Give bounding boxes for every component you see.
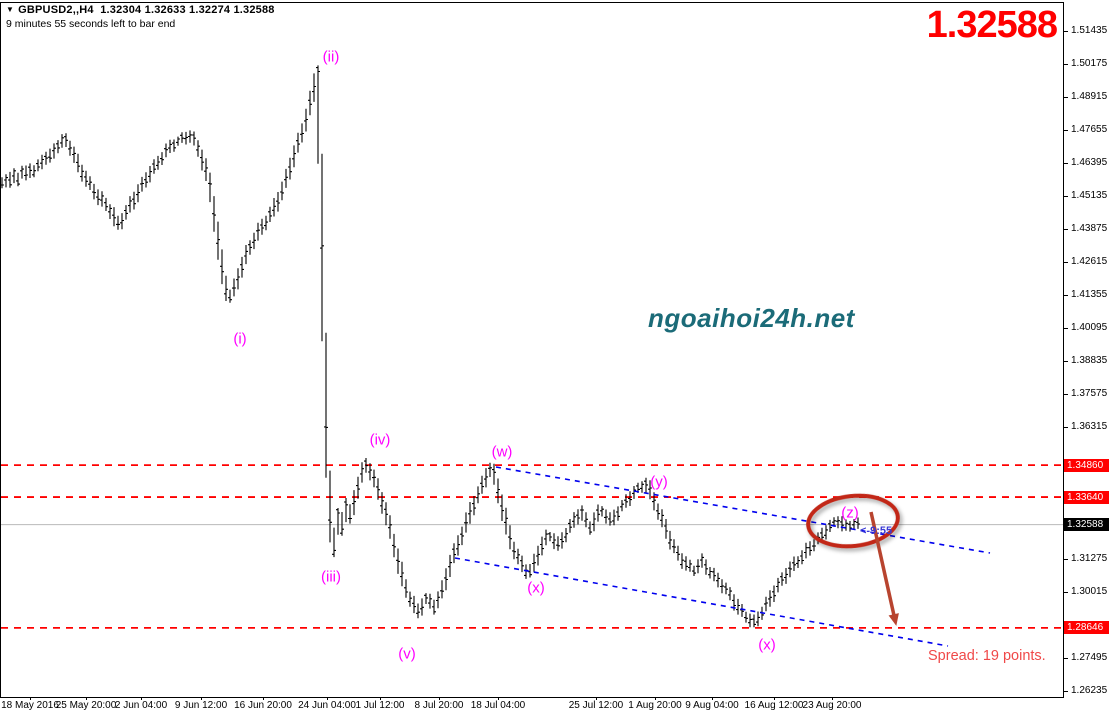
price-axis-label: 1.48915 xyxy=(1071,91,1108,102)
big-price-readout: 1.32588 xyxy=(926,4,1058,46)
price-axis-label: 1.27495 xyxy=(1071,652,1108,663)
wave-label-iv[interactable]: (iv) xyxy=(369,431,391,449)
time-axis-label: 16 Jun 20:00 xyxy=(234,700,292,711)
price-axis-label: 1.46395 xyxy=(1071,157,1108,168)
price-axis-tick xyxy=(1063,63,1068,65)
time-axis-label: 18 Jul 04:00 xyxy=(470,700,526,711)
time-axis-tick xyxy=(86,697,87,700)
candle-countdown-tag[interactable]: <-9:55 xyxy=(860,525,893,537)
trendline-upper-channel[interactable] xyxy=(495,466,991,554)
bar-countdown-text: 9 minutes 55 seconds left to bar end xyxy=(6,18,176,30)
price-axis-label: 1.51435 xyxy=(1071,25,1108,36)
price-axis-label: 1.37575 xyxy=(1071,388,1108,399)
price-axis-tick xyxy=(1063,129,1068,131)
price-axis-tick xyxy=(1063,228,1068,230)
price-axis-tick xyxy=(1063,591,1068,593)
wave-label-y[interactable]: (y) xyxy=(650,473,668,491)
price-axis-tick xyxy=(1063,162,1068,164)
price-axis-label: 1.36315 xyxy=(1071,421,1108,432)
time-axis-label: 2 Jun 04:00 xyxy=(114,700,168,711)
dropdown-arrow-icon[interactable]: ▼ xyxy=(6,5,15,14)
price-axis-label: 1.31275 xyxy=(1071,553,1108,564)
time-axis-label: 8 Jul 20:00 xyxy=(414,700,464,711)
price-axis-label: 1.43875 xyxy=(1071,223,1108,234)
price-line-label-box: 1.28646 xyxy=(1064,621,1109,635)
price-line-label-box: 1.33640 xyxy=(1064,490,1109,504)
price-axis-tick xyxy=(1063,195,1068,197)
price-axis-label: 1.41355 xyxy=(1071,289,1108,300)
symbol-ohlc-title: ▼ GBPUSD2,,H4 1.32304 1.32633 1.32274 1.3… xyxy=(6,4,275,16)
price-axis-tick xyxy=(1063,360,1068,362)
time-axis-tick xyxy=(439,697,440,700)
price-axis-tick xyxy=(1063,327,1068,329)
time-axis-tick xyxy=(596,697,597,700)
wave-label-ii[interactable]: (ii) xyxy=(322,48,340,66)
price-line-label-box: 1.34860 xyxy=(1064,458,1109,472)
time-axis-label: 18 May 2016 xyxy=(1,700,59,711)
wave-label-iii[interactable]: (iii) xyxy=(321,568,341,586)
wave-label-w[interactable]: (w) xyxy=(491,443,513,461)
highlight-ellipse[interactable] xyxy=(806,491,901,550)
time-axis-tick xyxy=(201,697,202,700)
wave-label-x[interactable]: (x) xyxy=(758,636,776,654)
price-axis-label: 1.40095 xyxy=(1071,322,1108,333)
symbol-period-label: GBPUSD2,,H4 xyxy=(18,4,94,16)
wave-label-x[interactable]: (x) xyxy=(527,579,545,597)
time-axis-tick xyxy=(498,697,499,700)
price-axis-tick xyxy=(1063,690,1068,692)
time-axis-tick xyxy=(832,697,833,700)
down-arrow-shaft[interactable] xyxy=(869,511,897,621)
price-axis-tick xyxy=(1063,96,1068,98)
spread-annotation[interactable]: Spread: 19 points. xyxy=(928,648,1046,664)
time-axis-label: 25 Jul 12:00 xyxy=(568,700,624,711)
time-axis-label: 9 Jun 12:00 xyxy=(174,700,228,711)
price-axis-tick xyxy=(1063,261,1068,263)
time-axis-label: 23 Aug 20:00 xyxy=(802,700,862,711)
price-axis-label: 1.38835 xyxy=(1071,355,1108,366)
ohlc-values: 1.32304 1.32633 1.32274 1.32588 xyxy=(100,4,275,16)
time-axis-tick xyxy=(327,697,328,700)
wave-label-v[interactable]: (v) xyxy=(398,645,416,663)
ohlc-bars-series xyxy=(0,65,860,628)
price-axis-tick xyxy=(1063,294,1068,296)
time-axis-tick xyxy=(712,697,713,700)
time-axis-tick xyxy=(655,697,656,700)
time-axis-tick xyxy=(774,697,775,700)
time-axis-tick xyxy=(141,697,142,700)
price-axis-label: 1.50175 xyxy=(1071,58,1108,69)
price-axis-tick xyxy=(1063,558,1068,560)
time-axis-label: 1 Jul 12:00 xyxy=(355,700,405,711)
price-axis-label: 1.45135 xyxy=(1071,190,1108,201)
price-axis-label: 1.47655 xyxy=(1071,124,1108,135)
price-axis-tick xyxy=(1063,657,1068,659)
price-axis-label: 1.30015 xyxy=(1071,586,1108,597)
time-axis-label: 1 Aug 20:00 xyxy=(628,700,682,711)
wave-label-z[interactable]: (z) xyxy=(841,504,859,522)
watermark: ngoaihoi24h.net xyxy=(648,303,855,333)
time-axis-label: 16 Aug 12:00 xyxy=(744,700,804,711)
price-axis-tick xyxy=(1063,30,1068,32)
time-axis-tick xyxy=(30,697,31,700)
price-axis-tick xyxy=(1063,393,1068,395)
time-axis-label: 25 May 20:00 xyxy=(55,700,117,711)
down-arrow-head[interactable] xyxy=(888,613,899,626)
price-axis-label: 1.26235 xyxy=(1071,685,1108,696)
price-line-label-box: 1.32588 xyxy=(1064,518,1109,532)
price-axis-tick xyxy=(1063,426,1068,428)
trendline-lower-channel[interactable] xyxy=(454,557,949,647)
wave-label-i[interactable]: (i) xyxy=(233,330,247,348)
time-axis-tick xyxy=(263,697,264,700)
time-axis-label: 9 Aug 04:00 xyxy=(685,700,739,711)
time-axis-tick xyxy=(380,697,381,700)
price-axis-label: 1.42615 xyxy=(1071,256,1108,267)
time-axis-label: 24 Jun 04:00 xyxy=(298,700,356,711)
